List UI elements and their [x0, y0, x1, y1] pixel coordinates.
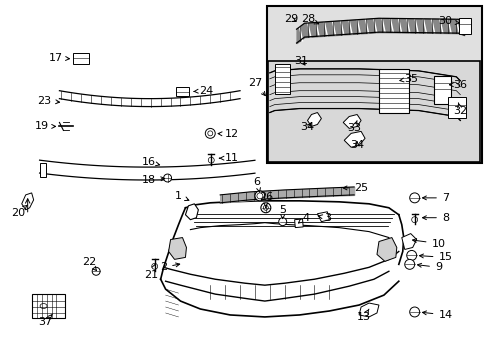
Bar: [447, 96, 466, 118]
Text: 31: 31: [294, 56, 308, 66]
Text: 4: 4: [298, 213, 308, 223]
Text: 12: 12: [218, 129, 239, 139]
Circle shape: [205, 129, 215, 138]
Text: 17: 17: [48, 53, 69, 63]
Bar: [73, 53, 89, 64]
Text: 10: 10: [412, 239, 445, 248]
Bar: [433, 76, 450, 104]
Text: 20: 20: [11, 205, 27, 218]
Text: 29: 29: [284, 14, 298, 24]
Circle shape: [260, 203, 270, 213]
Text: 27: 27: [247, 78, 265, 96]
Text: 1: 1: [175, 191, 188, 201]
Text: 2: 2: [160, 262, 179, 272]
Polygon shape: [168, 238, 186, 260]
Text: 9: 9: [417, 262, 441, 272]
Text: 6: 6: [253, 177, 260, 193]
Bar: [32, 294, 65, 318]
Text: 3: 3: [318, 213, 330, 223]
Bar: [294, 219, 303, 228]
Text: 34: 34: [349, 140, 364, 150]
Polygon shape: [343, 114, 360, 129]
Bar: [274, 64, 289, 94]
Circle shape: [406, 251, 416, 260]
Polygon shape: [344, 131, 365, 147]
Text: 18: 18: [142, 175, 164, 185]
Circle shape: [92, 267, 100, 275]
Circle shape: [409, 307, 419, 317]
Text: 26: 26: [258, 192, 272, 207]
Text: 13: 13: [356, 309, 370, 322]
Polygon shape: [358, 303, 378, 317]
Text: 36: 36: [448, 80, 467, 90]
Polygon shape: [21, 193, 34, 210]
Text: 22: 22: [82, 257, 96, 271]
Text: 35: 35: [399, 74, 417, 84]
Bar: [378, 69, 408, 113]
Text: 32: 32: [452, 103, 467, 116]
Text: 11: 11: [219, 153, 239, 163]
Polygon shape: [401, 234, 416, 249]
Text: 24: 24: [193, 86, 213, 96]
Text: 15: 15: [419, 252, 451, 262]
Text: 28: 28: [301, 14, 318, 24]
Text: 30: 30: [438, 16, 458, 26]
Circle shape: [163, 174, 171, 182]
Circle shape: [254, 191, 264, 201]
Polygon shape: [317, 212, 328, 222]
Bar: [267, 61, 479, 162]
Circle shape: [278, 218, 286, 226]
Text: 19: 19: [35, 121, 56, 131]
Text: 14: 14: [422, 310, 451, 320]
Polygon shape: [376, 238, 396, 261]
Bar: [40, 163, 45, 177]
Text: 23: 23: [38, 96, 60, 105]
Text: 25: 25: [343, 183, 367, 193]
Text: 7: 7: [422, 193, 448, 203]
Polygon shape: [185, 204, 198, 220]
Text: 37: 37: [39, 314, 53, 327]
Text: 8: 8: [422, 213, 448, 223]
Bar: [266, 6, 481, 163]
Text: 5: 5: [279, 205, 285, 219]
Circle shape: [404, 260, 414, 269]
Text: 33: 33: [346, 121, 361, 134]
Text: 21: 21: [143, 264, 158, 280]
Circle shape: [409, 193, 419, 203]
Polygon shape: [307, 113, 321, 126]
Text: 34: 34: [300, 122, 314, 132]
Text: 16: 16: [142, 157, 159, 167]
Bar: [175, 87, 189, 96]
Bar: [458, 18, 470, 34]
